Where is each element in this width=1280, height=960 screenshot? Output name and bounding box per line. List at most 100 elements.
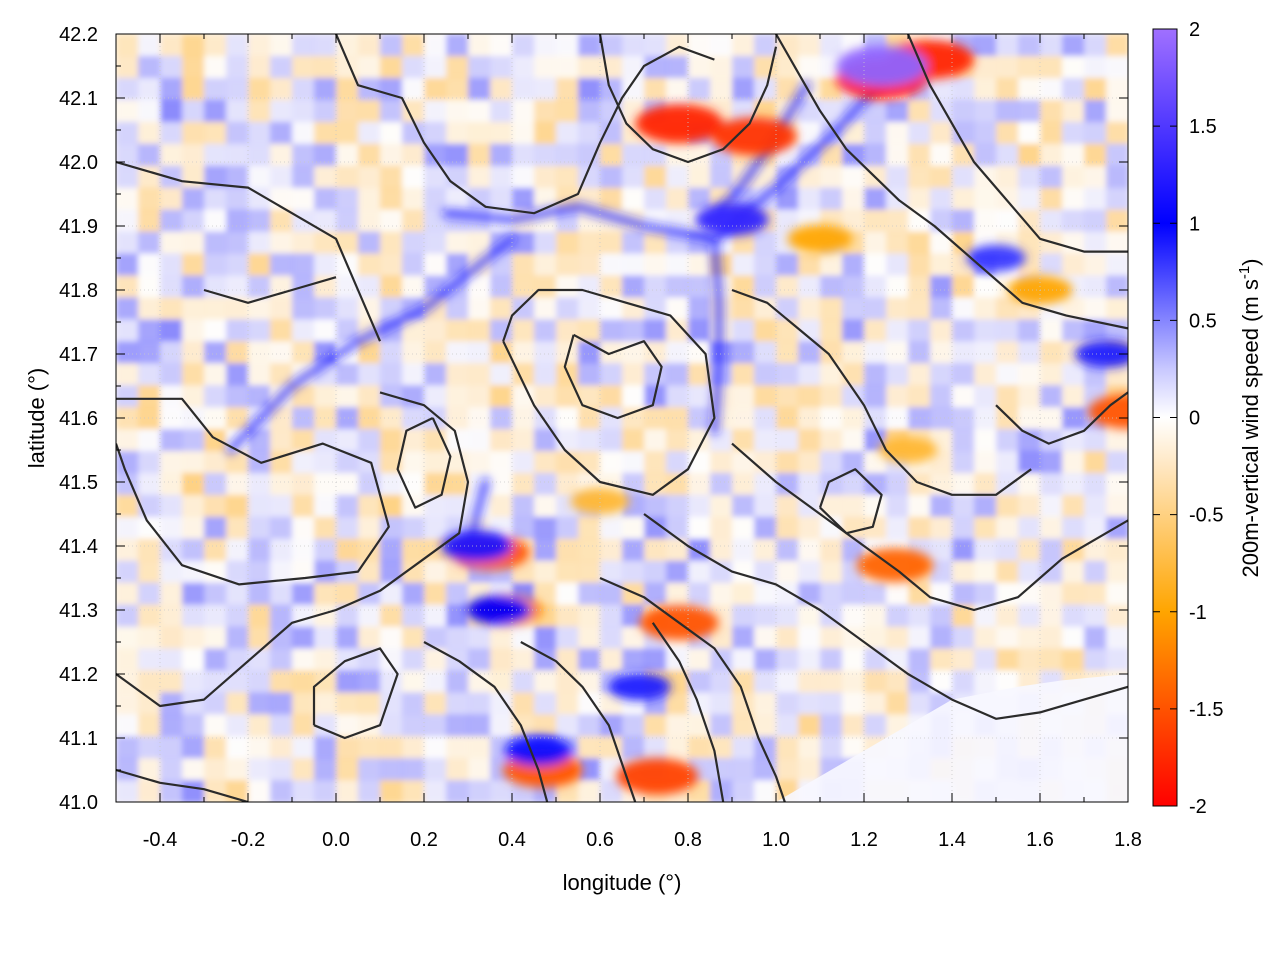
wind-field-cell (930, 648, 953, 672)
downdraft-spot (787, 224, 853, 254)
updraft-spot (966, 244, 1026, 272)
wind-field-cell (380, 780, 403, 802)
wind-field-cell (930, 604, 953, 628)
wind-field-cell (270, 34, 293, 57)
wind-field-cell (358, 692, 381, 716)
wind-field-cell (292, 143, 315, 167)
wind-field-cell (798, 582, 821, 606)
wind-field-cell (336, 363, 359, 386)
wind-field-cell (820, 275, 843, 299)
x-axis-ticks: -0.4 -0.2 0.0 0.2 0.4 0.6 0.8 1.0 1.2 1.4 1.6 1.8 (115, 34, 1142, 851)
wind-field-cell (1040, 165, 1063, 189)
wind-field-cell (226, 385, 249, 408)
wind-field-cell (1084, 143, 1107, 167)
wind-field-cell (1084, 297, 1107, 321)
wind-field-cell (292, 670, 315, 694)
wind-field-cell (402, 319, 425, 343)
wind-field-cell (754, 407, 777, 430)
wind-field-cell (622, 363, 645, 386)
wind-field-cell (402, 670, 425, 694)
wind-field-cell (1018, 55, 1041, 79)
wind-field-cell (732, 450, 755, 474)
colorbar: 2 1.5 1 0.5 0 -0.5 -1 -1.5 -2 200m-vertical wind… (1152, 19, 1263, 818)
wind-field-cell (776, 407, 799, 430)
wind-field-cell (622, 253, 645, 277)
wind-field-cell (600, 297, 623, 321)
y-tick-label: 41.9 (59, 216, 98, 238)
wind-field-cell (996, 99, 1019, 123)
wind-field-cell (842, 363, 865, 386)
wind-field-cell (688, 55, 711, 79)
wind-field-cell (358, 55, 381, 79)
wind-field-cell (666, 516, 689, 540)
wind-field-cell (798, 604, 821, 628)
wind-field-cell (578, 780, 601, 802)
wind-field-cell (578, 538, 601, 562)
wind-field-cell (182, 494, 205, 518)
wind-field-cell (534, 648, 557, 672)
wind-field-cell (908, 516, 931, 540)
wind-field-cell (380, 472, 403, 496)
wind-field-cell (424, 363, 447, 386)
y-tick-label: 42.1 (59, 88, 98, 110)
wind-field-cell (182, 231, 205, 255)
wind-field-cell (622, 187, 645, 211)
wind-field-cell (666, 34, 689, 57)
wind-field-cell (116, 494, 139, 518)
wind-field-cell (908, 275, 931, 299)
wind-field-cell (160, 34, 183, 57)
wind-field-cell (270, 582, 293, 606)
wind-field-cell (1062, 99, 1085, 123)
wind-field-cell (138, 516, 161, 540)
wind-field-cell (952, 604, 975, 628)
wind-field-cell (534, 77, 557, 101)
wind-field-cell (776, 253, 799, 277)
wind-field-cell (248, 143, 271, 167)
wind-field-cell (666, 363, 689, 386)
wind-field-cell (820, 363, 843, 386)
wind-field-cell (622, 77, 645, 101)
wind-field-cell (666, 714, 689, 738)
wind-field-cell (578, 450, 601, 474)
wind-field-cell (160, 714, 183, 738)
wind-field-cell (600, 736, 623, 760)
wind-field-cell (622, 604, 645, 628)
wind-field-cell (160, 99, 183, 123)
wind-field-cell (622, 34, 645, 57)
wind-field-cell (314, 121, 337, 145)
wind-field-cell (116, 209, 139, 233)
wind-field-cell (776, 385, 799, 408)
wind-field-cell (160, 275, 183, 299)
wind-field-cell (182, 582, 205, 606)
wind-field-cell (314, 692, 337, 716)
colorbar-tick-label: -2 (1189, 796, 1207, 818)
wind-field-cell (270, 780, 293, 802)
wind-field-cell (248, 34, 271, 57)
wind-field-cell (270, 626, 293, 650)
wind-field-cell (424, 77, 447, 101)
wind-field-cell (138, 670, 161, 694)
wind-field-cell (226, 231, 249, 255)
wind-field-cell (1018, 187, 1041, 211)
wind-field-cell (842, 121, 865, 145)
x-tick-label: 0.2 (410, 829, 438, 851)
wind-field-cell (974, 77, 997, 101)
wind-field-cell (930, 121, 953, 145)
wind-field-cell (798, 714, 821, 738)
wind-field-cell (358, 538, 381, 562)
wind-field-cell (534, 472, 557, 496)
wind-field-cell (226, 363, 249, 386)
wind-field-cell (182, 297, 205, 321)
wind-field-cell (116, 187, 139, 211)
wind-field-cell (358, 736, 381, 760)
wind-field-cell (226, 560, 249, 584)
wind-field-cell (688, 187, 711, 211)
wind-field-cell (358, 363, 381, 386)
wind-field-cell (1062, 187, 1085, 211)
wind-field-cell (292, 450, 315, 474)
wind-field-cell (688, 297, 711, 321)
wind-field-cell (138, 714, 161, 738)
wind-field-cell (1018, 34, 1041, 57)
wind-field-cell (358, 670, 381, 694)
wind-field-cell (270, 209, 293, 233)
